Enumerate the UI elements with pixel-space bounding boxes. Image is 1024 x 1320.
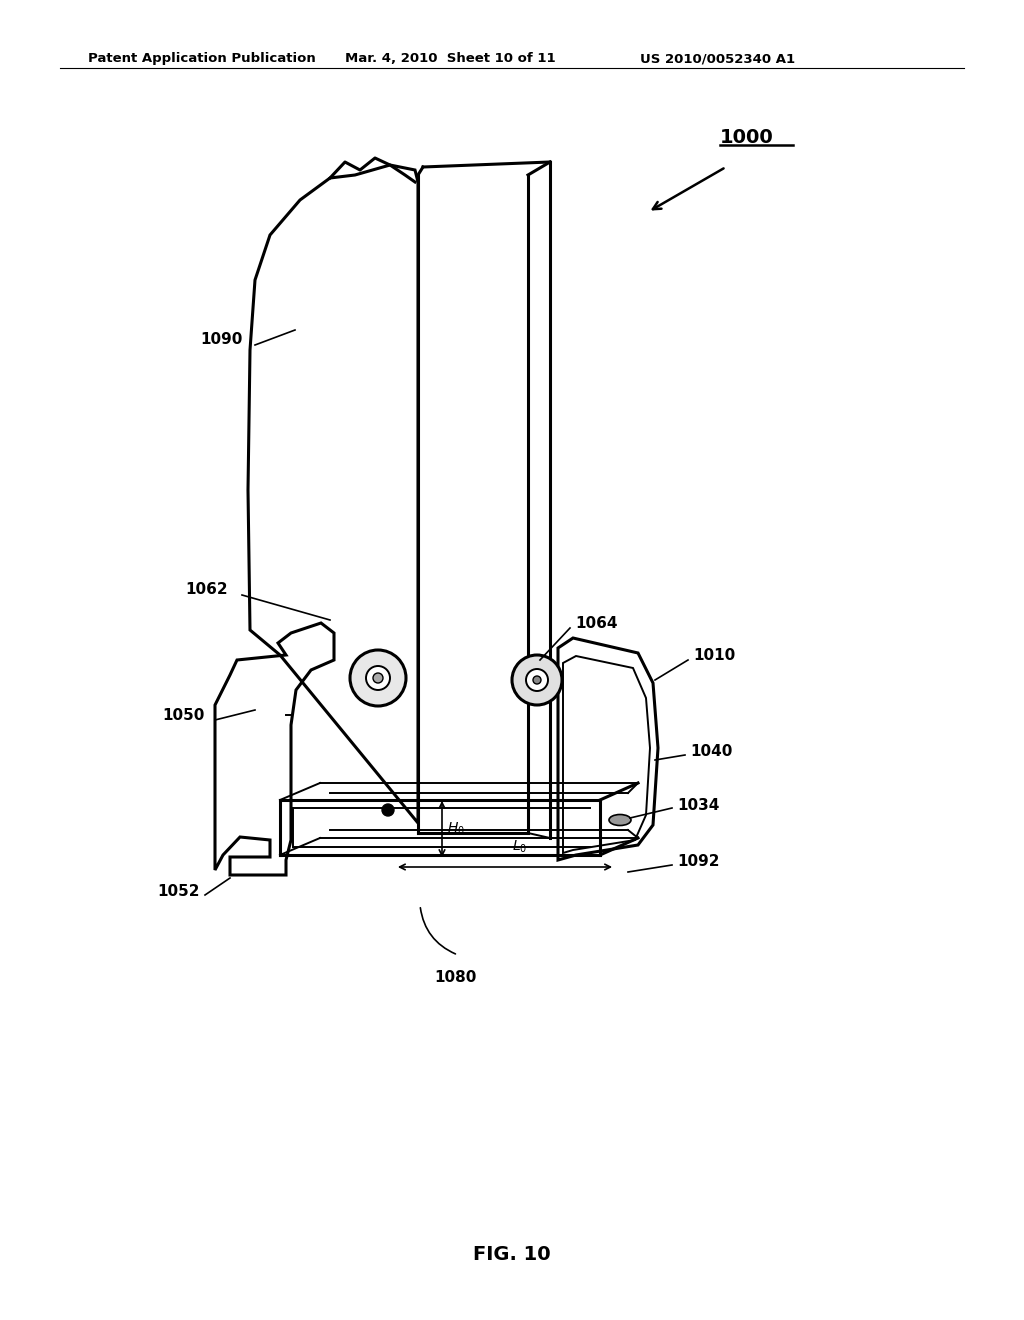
- Circle shape: [534, 676, 541, 684]
- Text: 1052: 1052: [158, 884, 200, 899]
- Text: Mar. 4, 2010  Sheet 10 of 11: Mar. 4, 2010 Sheet 10 of 11: [345, 51, 556, 65]
- Text: $L_0$: $L_0$: [512, 838, 527, 855]
- Text: 1000: 1000: [720, 128, 774, 147]
- Text: FIG. 10: FIG. 10: [473, 1246, 551, 1265]
- Text: 1050: 1050: [163, 708, 205, 722]
- Text: 1090: 1090: [201, 333, 243, 347]
- Text: 1080: 1080: [434, 970, 476, 985]
- Text: $H_0$: $H_0$: [447, 821, 465, 837]
- Text: 1040: 1040: [690, 744, 732, 759]
- Text: 1034: 1034: [677, 797, 720, 813]
- Circle shape: [366, 667, 390, 690]
- Text: 1062: 1062: [185, 582, 228, 598]
- Circle shape: [382, 804, 394, 816]
- Circle shape: [512, 655, 562, 705]
- Text: US 2010/0052340 A1: US 2010/0052340 A1: [640, 51, 795, 65]
- Text: Patent Application Publication: Patent Application Publication: [88, 51, 315, 65]
- Circle shape: [350, 649, 406, 706]
- Text: 1092: 1092: [677, 854, 720, 870]
- Circle shape: [373, 673, 383, 682]
- Text: 1064: 1064: [575, 615, 617, 631]
- Ellipse shape: [609, 814, 631, 825]
- Text: 1010: 1010: [693, 648, 735, 663]
- Circle shape: [526, 669, 548, 690]
